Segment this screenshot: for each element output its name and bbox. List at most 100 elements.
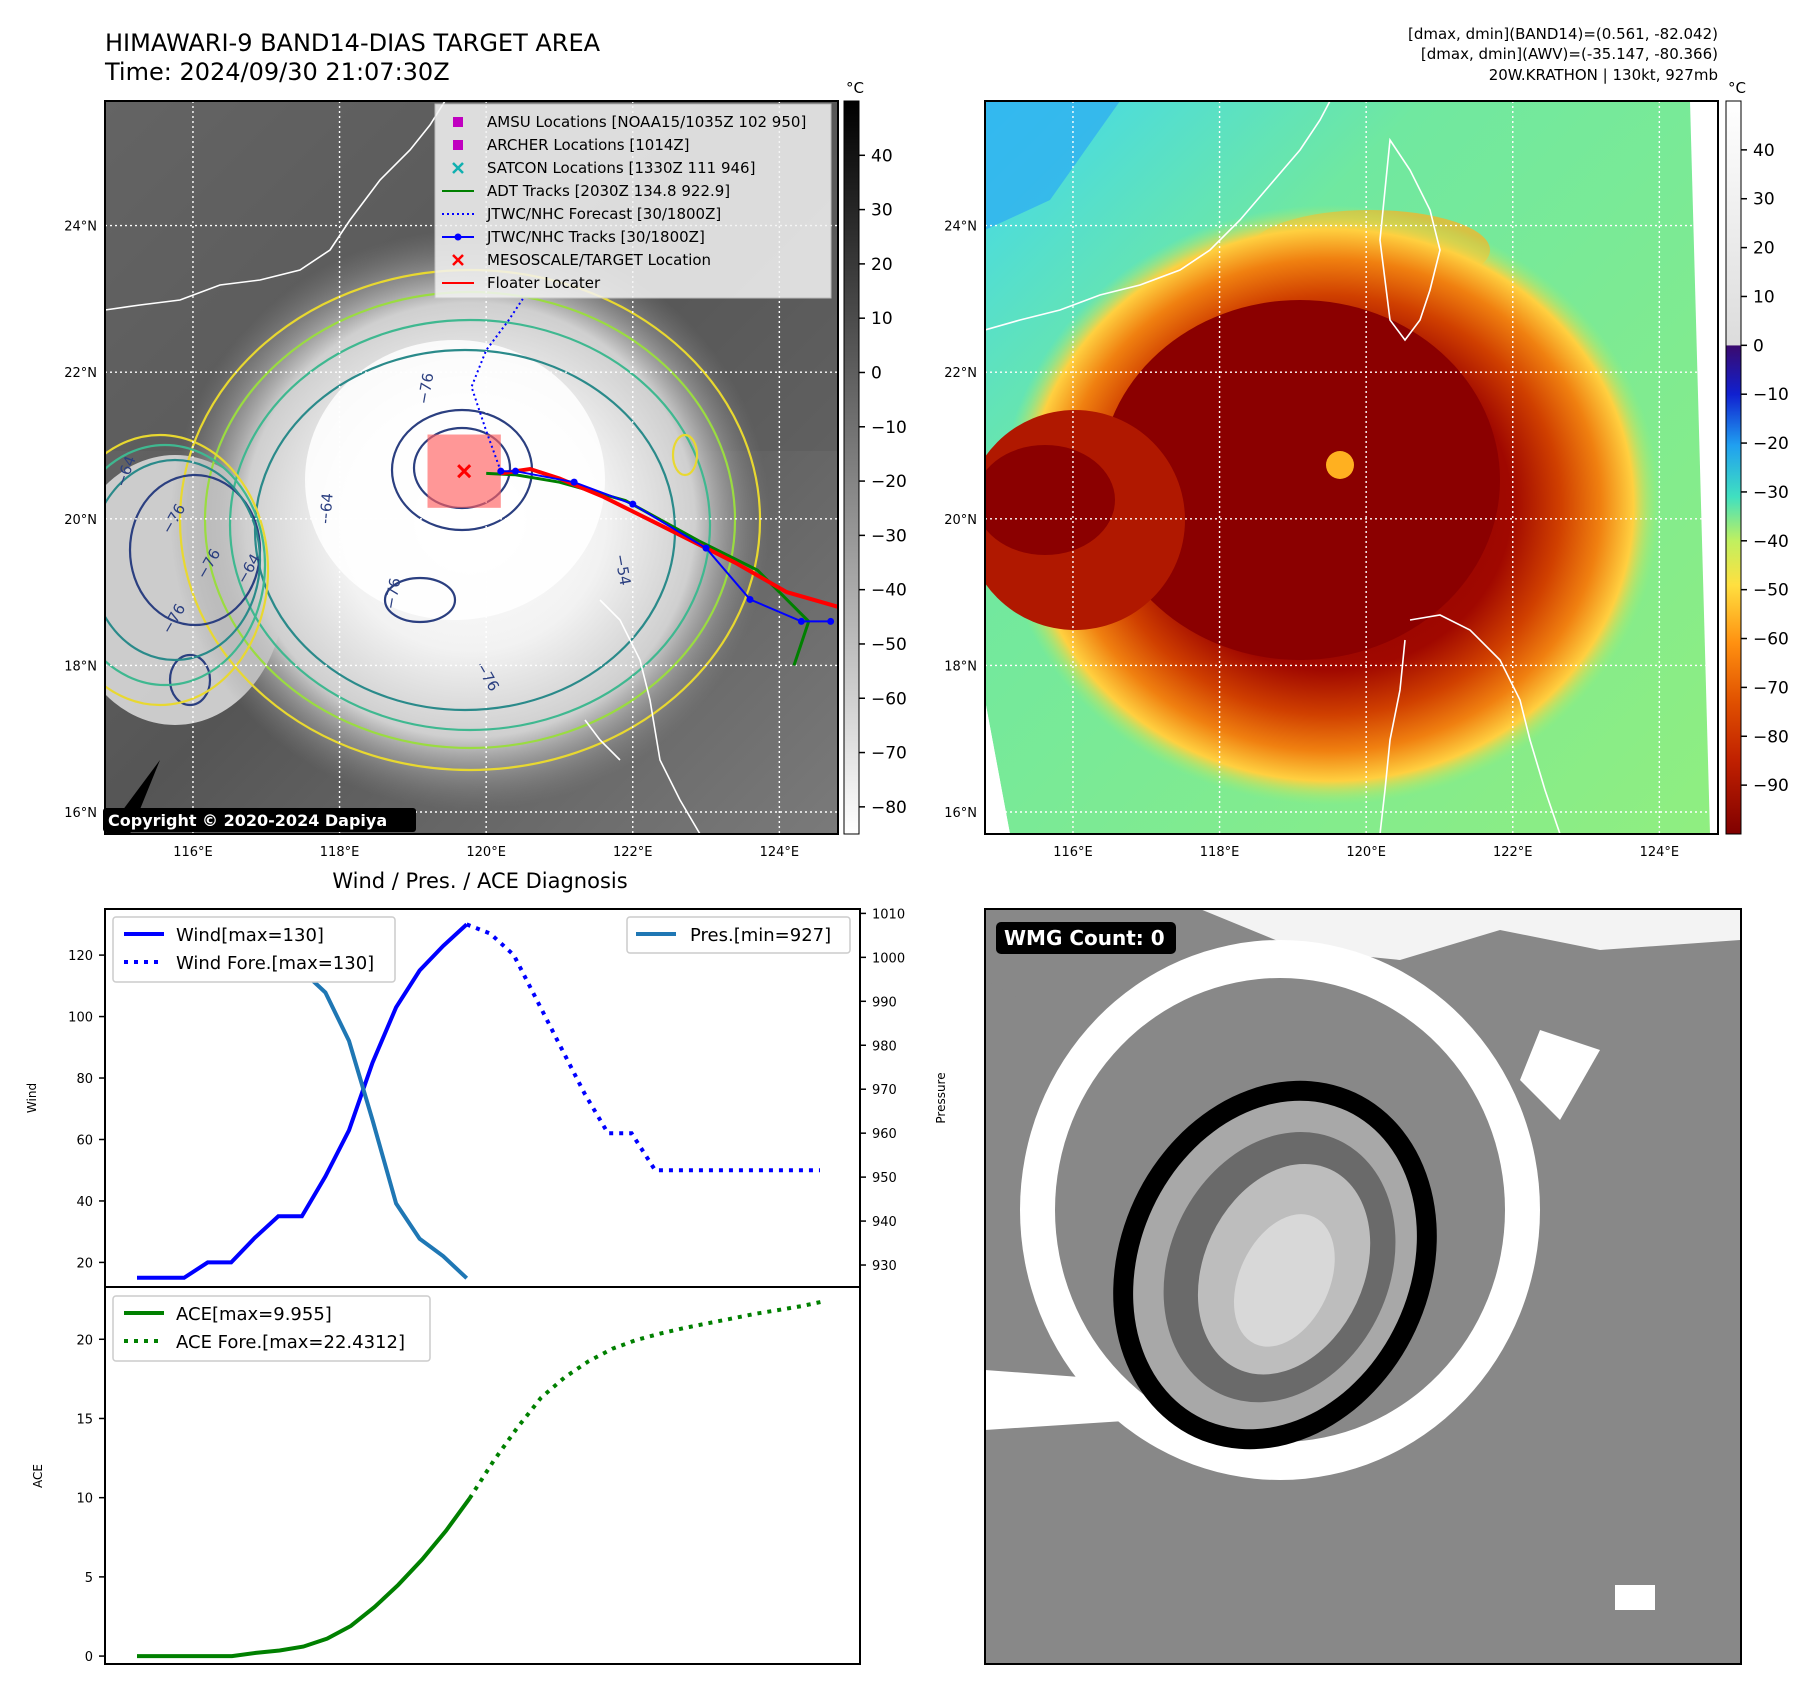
coastline-taiwan — [1379, 137, 1441, 342]
y-tick-label: 20 — [76, 1256, 93, 1271]
ir-colorbar — [843, 100, 860, 835]
lon-tick-label: 122°E — [613, 845, 653, 860]
pressure-y-ticks: 930 940 950 960 970 980 990 1000 1010 — [860, 907, 905, 1274]
contour-ring — [168, 653, 212, 707]
lat-tick-label: 20°N — [64, 513, 97, 528]
y-tick-label: 5 — [85, 1571, 93, 1586]
colorbar-tick-label: 40 — [1753, 141, 1775, 161]
contour-ring — [105, 443, 267, 687]
wmg-eye-core — [1233, 1214, 1335, 1347]
coastline-china — [985, 101, 1331, 331]
jtwc-track-point — [497, 467, 505, 475]
colorbar-tick-label: −10 — [871, 418, 907, 438]
target-marker — [457, 464, 472, 479]
coastline-luzon-west — [584, 719, 621, 761]
colorbar-tick-label: −40 — [871, 581, 907, 601]
colorbar-tick-label: −70 — [871, 744, 907, 764]
wmg-white-patch — [985, 1370, 1140, 1430]
y-tick-label: 0 — [85, 1650, 93, 1665]
coastline-luzon — [1409, 614, 1561, 834]
legend-label: MESOSCALE/TARGET Location — [487, 251, 711, 269]
colorized-lat-labels: 24°N 22°N 20°N 18°N 16°N — [944, 220, 977, 821]
colorbar-tick-label: 30 — [871, 201, 893, 221]
lon-tick-label: 118°E — [320, 845, 360, 860]
colorized-colorbar-unit: °C — [1728, 79, 1746, 97]
jtwc-track-point — [570, 478, 578, 486]
legend-label-wind-forecast: Wind Fore.[max=130] — [176, 953, 374, 974]
ir-coastlines — [105, 101, 701, 834]
wind-legend-box — [112, 916, 396, 983]
lat-tick-label: 20°N — [944, 513, 977, 528]
lat-tick-label: 18°N — [64, 659, 97, 674]
ir-map-panel: −76 −64 −76 −76 −76 −76 −64 −76 −54 −64 — [64, 79, 907, 860]
lon-tick-label: 116°E — [1053, 845, 1093, 860]
legend-swatch — [452, 254, 464, 266]
colorized-coastlines — [985, 101, 1561, 834]
lon-tick-label: 120°E — [1346, 845, 1386, 860]
legend-box — [434, 103, 832, 299]
series-line — [137, 922, 469, 1280]
colorbar-tick-label: 30 — [1753, 190, 1775, 210]
diagnosis-title: Wind / Pres. / ACE Diagnosis — [332, 869, 627, 893]
colorbar-tick-label: 10 — [1753, 287, 1775, 307]
contour-label: −76 — [381, 576, 404, 610]
colorized-colorbar-ticks: 40 30 20 10 0 −10 −20 −30 −40 −50 −60 −70 −80 −90 — [1741, 141, 1789, 796]
lat-tick-label: 18°N — [944, 659, 977, 674]
storm-eye — [1326, 451, 1354, 479]
jtwc-track-point — [702, 544, 710, 552]
legend-label: ADT Tracks [2030Z 134.8 922.9] — [487, 182, 730, 200]
ir-colorbar-unit: °C — [846, 79, 864, 97]
y-tick-label-right: 960 — [872, 1127, 897, 1142]
y-tick-label-right: 980 — [872, 1039, 897, 1054]
colorized-map-panel: 24°N 22°N 20°N 18°N 16°N 116°E 118°E 120°E 122°… — [944, 79, 1789, 860]
lon-tick-label: 118°E — [1200, 845, 1240, 860]
y-tick-label-right: 1000 — [872, 951, 905, 966]
coastline-luzon — [599, 599, 701, 834]
series-line — [137, 1497, 472, 1659]
colorbar-tick-label: −30 — [871, 526, 907, 546]
colorbar-tick-label: −20 — [1753, 434, 1789, 454]
wmg-count-text: WMG Count: 0 — [1004, 926, 1165, 950]
contour-label: −64 — [316, 492, 337, 525]
legend-label: ARCHER Locations [1014Z] — [487, 136, 690, 154]
ir-frame — [104, 100, 839, 835]
lon-tick-label: 120°E — [466, 845, 506, 860]
colorbar-tick-label: 0 — [1753, 336, 1764, 356]
legend-swatch — [442, 233, 474, 241]
legend-swatch — [453, 117, 463, 127]
colorbar-tick-label: −70 — [1753, 678, 1789, 698]
legend-label: JTWC/NHC Forecast [30/1800Z] — [486, 205, 721, 223]
jtwc-track-point — [511, 467, 519, 475]
y-tick-label-right: 940 — [872, 1215, 897, 1230]
storm-tracks — [457, 298, 839, 666]
wind-pres-chart: Wind / Pres. / ACE Diagnosis 20 40 60 80 100… — [25, 869, 948, 1288]
y-tick-label: 100 — [68, 1011, 93, 1026]
y-tick-label-right: 970 — [872, 1083, 897, 1098]
contour-ring — [671, 433, 699, 477]
colorbar-tick-label: −60 — [871, 689, 907, 709]
y-tick-label: 20 — [76, 1333, 93, 1348]
y-tick-label-right: 950 — [872, 1171, 897, 1186]
ir-lat-labels: 24°N 22°N 20°N 18°N 16°N — [64, 220, 97, 821]
ace-ylabel: ACE — [31, 1464, 45, 1488]
jtwc-track-point — [746, 595, 754, 603]
colorized-frame — [984, 100, 1719, 835]
copyright-text: Copyright © 2020-2024 Dapiya — [108, 811, 387, 830]
legend-swatch — [453, 140, 463, 150]
legend-label-ace-forecast: ACE Fore.[max=22.4312] — [176, 1332, 405, 1353]
ace-legend: ACE[max=9.955] ACE Fore.[max=22.4312] — [112, 1295, 431, 1362]
coastline-luzon-west — [1379, 639, 1406, 834]
legend-label-pressure: Pres.[min=927] — [690, 925, 831, 946]
contour-ring — [105, 458, 262, 662]
colorbar-tick-label: −30 — [1753, 483, 1789, 503]
y-tick-label-right: 930 — [872, 1259, 897, 1274]
lon-tick-label: 122°E — [1493, 845, 1533, 860]
legend-label: AMSU Locations [NOAA15/1035Z 102 950] — [487, 113, 806, 131]
ir-lon-labels: 116°E 118°E 120°E 122°E 124°E — [173, 845, 799, 860]
wmg-white-east — [1520, 1030, 1600, 1120]
colorized-gridlines — [985, 101, 1718, 834]
floater-track — [500, 466, 839, 609]
wind-ylabel: Wind — [25, 1083, 39, 1113]
colorbar-tick-label: −10 — [1753, 385, 1789, 405]
lon-tick-label: 116°E — [173, 845, 213, 860]
